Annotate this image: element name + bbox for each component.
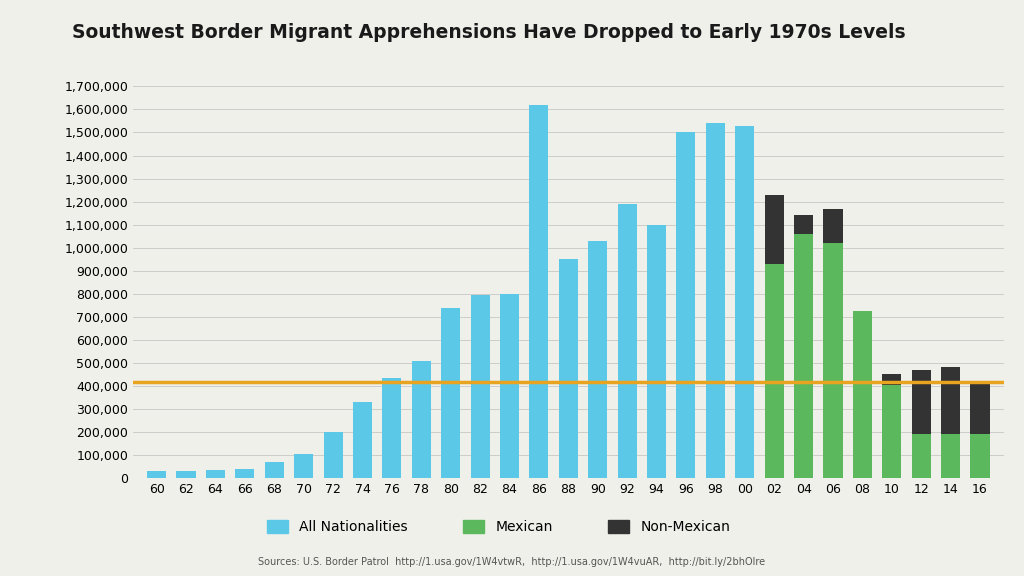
Bar	[677, 132, 695, 478]
Bar	[382, 378, 401, 478]
Bar	[823, 243, 843, 478]
Bar	[617, 204, 637, 478]
Bar	[883, 385, 901, 478]
Bar	[412, 361, 431, 478]
Bar	[441, 308, 460, 478]
Bar	[794, 234, 813, 478]
Bar	[706, 123, 725, 478]
Bar	[529, 105, 549, 478]
Bar	[971, 434, 989, 478]
Bar	[853, 311, 871, 478]
Bar	[911, 370, 931, 434]
Bar	[471, 295, 489, 478]
Bar	[559, 259, 578, 478]
Bar	[294, 454, 313, 478]
Bar	[794, 215, 813, 234]
Text: Southwest Border Migrant Apprehensions Have Dropped to Early 1970s Levels: Southwest Border Migrant Apprehensions H…	[72, 23, 905, 42]
Bar	[353, 402, 372, 478]
Bar	[941, 434, 961, 478]
Bar	[647, 225, 666, 478]
Bar	[147, 471, 166, 478]
Text: Sources: U.S. Border Patrol  http://1.usa.gov/1W4vtwR,  http://1.usa.gov/1W4vuAR: Sources: U.S. Border Patrol http://1.usa…	[258, 558, 766, 567]
Bar	[765, 264, 783, 478]
Bar	[176, 471, 196, 478]
Legend: All Nationalities, Mexican, Non-Mexican: All Nationalities, Mexican, Non-Mexican	[262, 514, 735, 540]
Bar	[236, 469, 254, 478]
Bar	[206, 470, 225, 478]
Bar	[941, 367, 961, 434]
Bar	[823, 209, 843, 243]
Bar	[588, 241, 607, 478]
Bar	[971, 382, 989, 434]
Bar	[500, 294, 519, 478]
Bar	[324, 432, 343, 478]
Bar	[883, 374, 901, 385]
Bar	[911, 434, 931, 478]
Bar	[735, 126, 755, 478]
Bar	[265, 462, 284, 478]
Bar	[765, 195, 783, 264]
